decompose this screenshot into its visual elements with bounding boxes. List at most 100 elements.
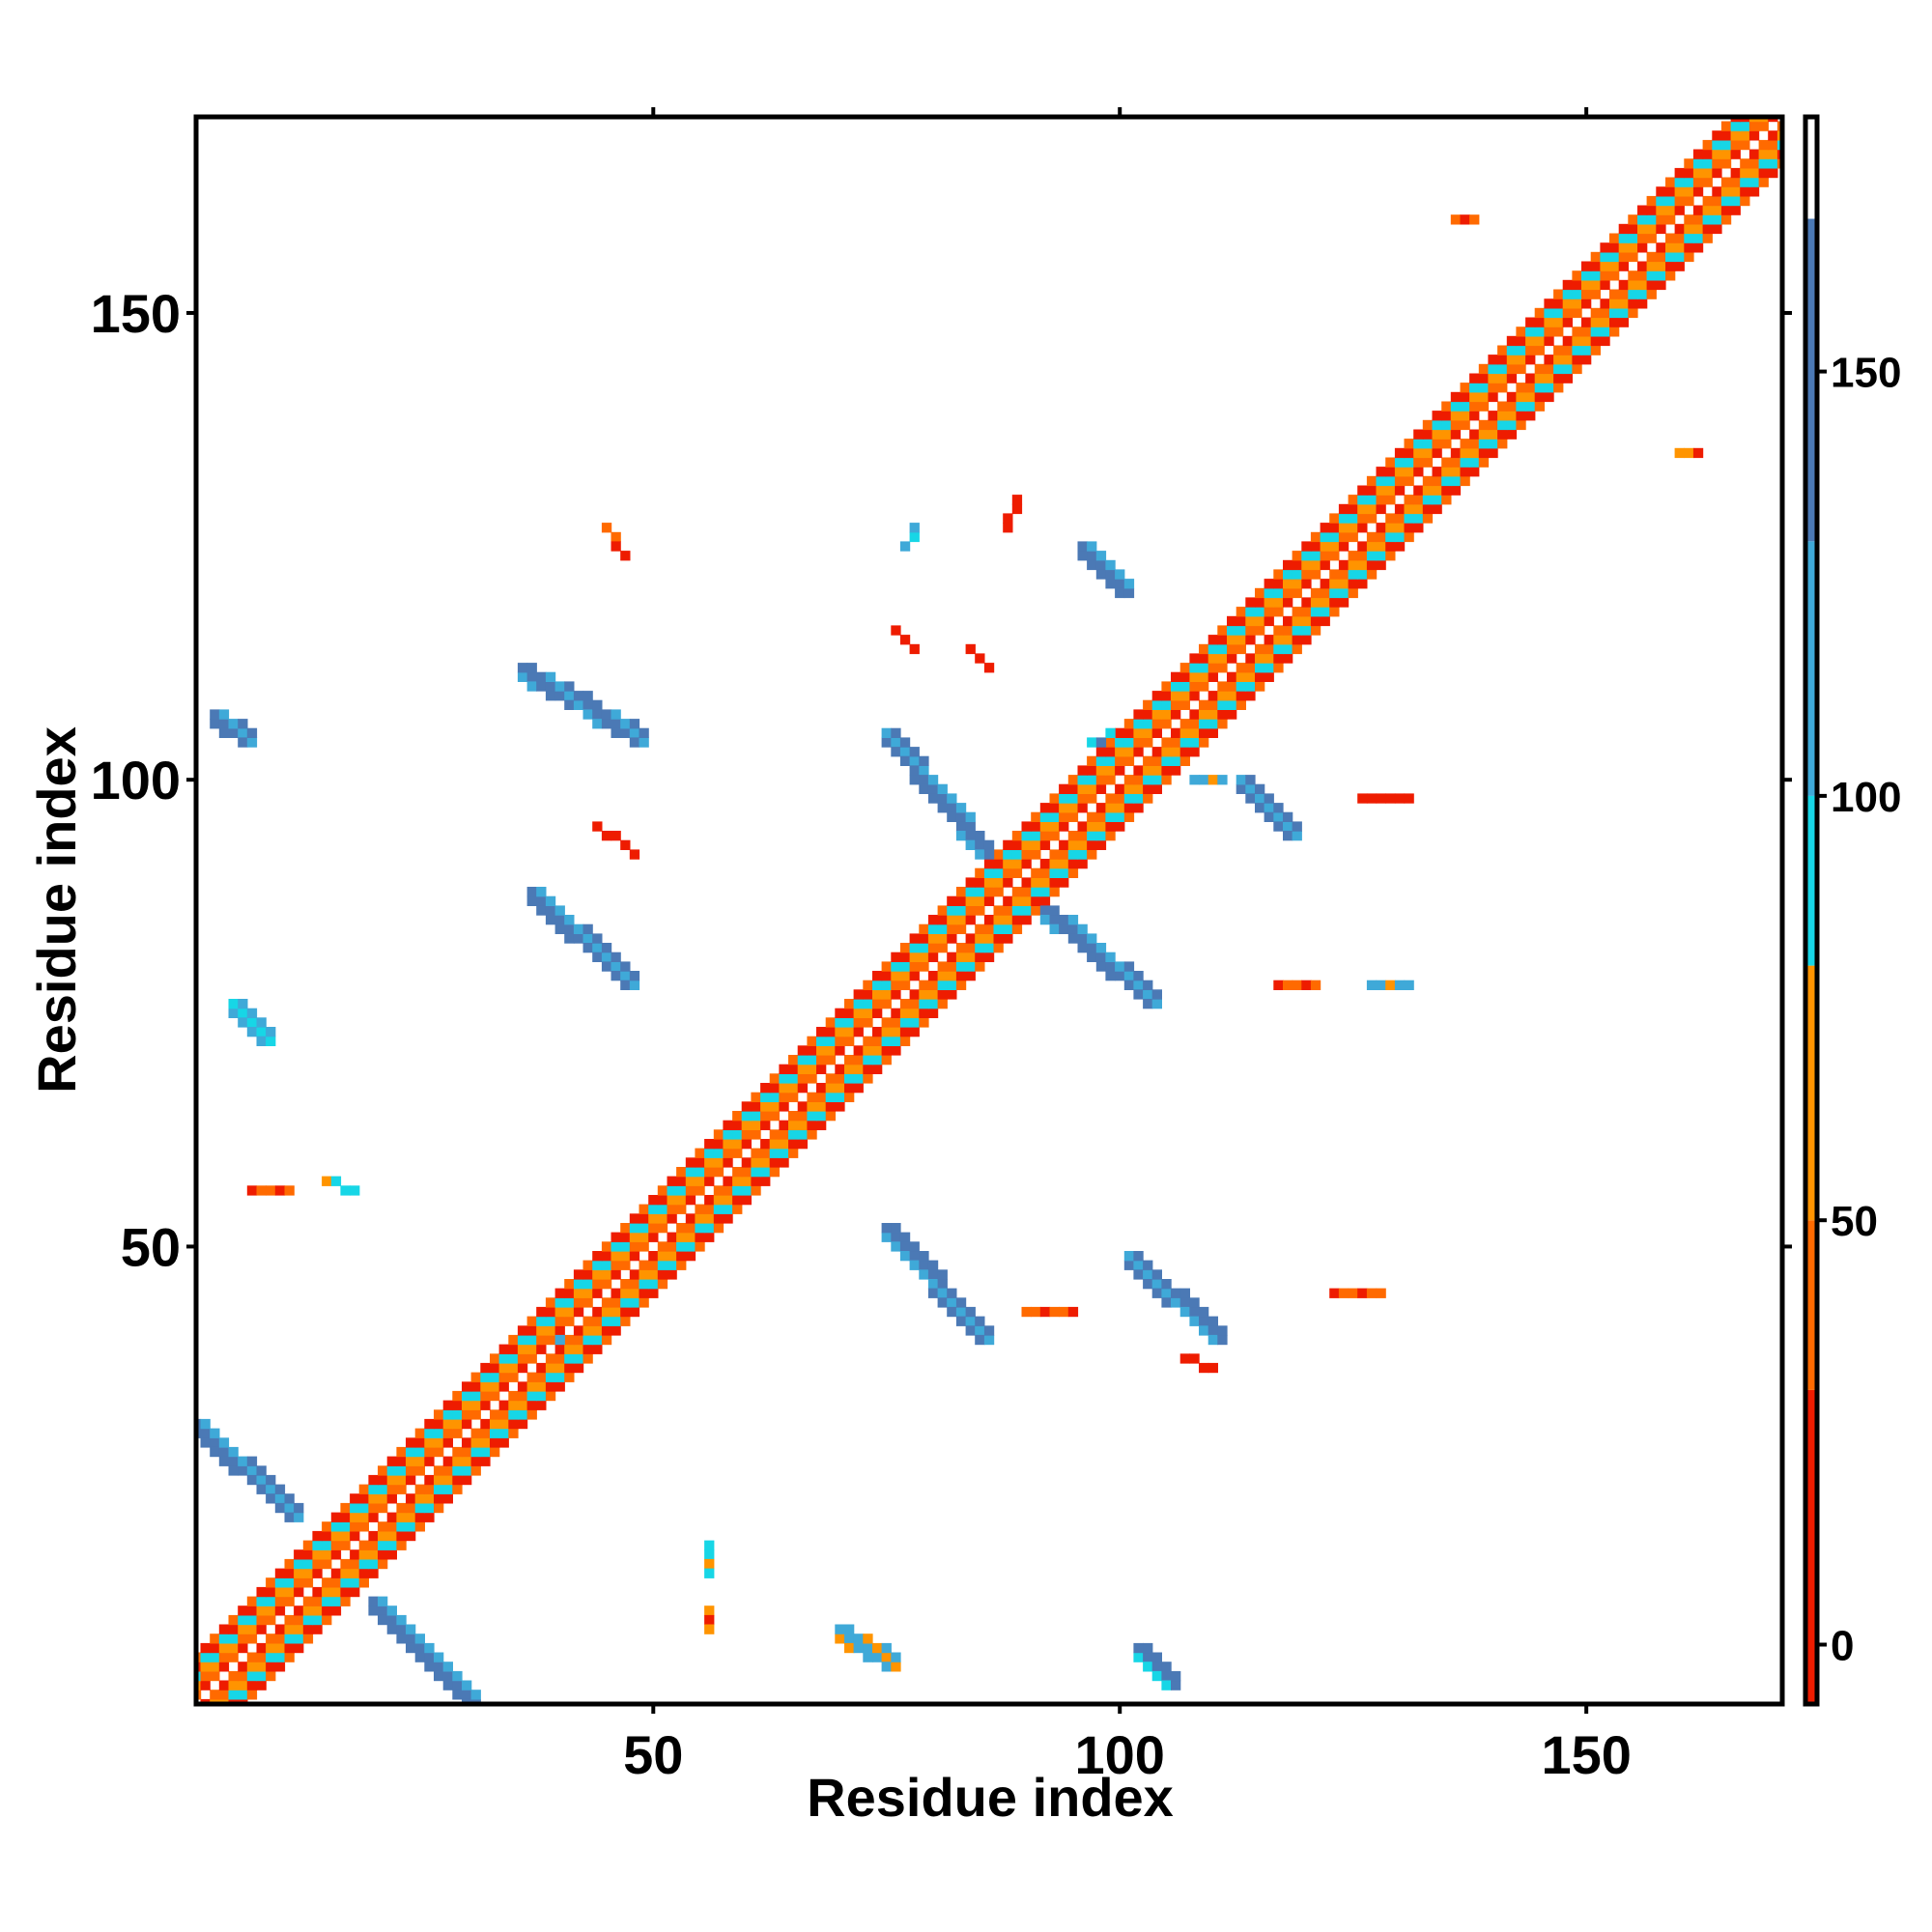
heatmap-cell bbox=[1572, 270, 1582, 281]
heatmap-cell bbox=[210, 1652, 220, 1662]
heatmap-cell bbox=[1385, 457, 1396, 468]
heatmap-cell bbox=[396, 1502, 407, 1514]
heatmap-cell bbox=[330, 1586, 342, 1598]
heatmap-cell bbox=[1329, 531, 1340, 543]
heatmap-cell bbox=[695, 1176, 705, 1186]
heatmap-cell bbox=[611, 719, 621, 729]
colorbar-tick-label: 0 bbox=[1831, 1622, 1854, 1669]
heatmap-cell bbox=[1217, 1325, 1228, 1336]
heatmap-cell bbox=[1748, 121, 1760, 131]
heatmap-cell bbox=[228, 1465, 239, 1476]
heatmap-cell bbox=[424, 1437, 435, 1448]
heatmap-cell bbox=[1087, 821, 1097, 832]
heatmap-cell bbox=[1758, 121, 1769, 131]
heatmap-cell bbox=[1292, 569, 1302, 580]
heatmap-cell bbox=[358, 1521, 369, 1532]
heatmap-cell bbox=[573, 1344, 584, 1354]
heatmap-cell bbox=[526, 1344, 537, 1354]
heatmap-cell bbox=[1692, 177, 1704, 187]
heatmap-cell bbox=[406, 1437, 416, 1448]
heatmap-cell bbox=[573, 699, 584, 710]
heatmap-cell bbox=[1292, 559, 1302, 571]
heatmap-cell bbox=[1011, 495, 1023, 505]
heatmap-cell bbox=[294, 1558, 304, 1570]
heatmap-cell bbox=[196, 1690, 202, 1700]
heatmap-cell bbox=[1105, 831, 1116, 841]
heatmap-cell bbox=[955, 905, 967, 916]
heatmap-cell bbox=[526, 681, 537, 692]
heatmap-cell bbox=[378, 1605, 388, 1616]
heatmap-cell bbox=[601, 1306, 612, 1318]
heatmap-cell bbox=[1581, 279, 1592, 291]
heatmap-cell bbox=[1730, 186, 1741, 197]
heatmap-cell bbox=[1292, 635, 1302, 645]
heatmap-cell bbox=[1460, 447, 1470, 459]
heatmap-cell bbox=[498, 1362, 509, 1374]
heatmap-cell bbox=[228, 1642, 239, 1654]
heatmap-cell bbox=[498, 1344, 509, 1354]
heatmap-cell bbox=[196, 1428, 202, 1438]
heatmap-cell bbox=[517, 1353, 528, 1364]
heatmap-cell bbox=[1143, 793, 1153, 804]
heatmap-cell bbox=[1292, 551, 1302, 561]
heatmap-cell bbox=[667, 1232, 677, 1242]
heatmap-cell bbox=[322, 1549, 332, 1560]
heatmap-cell bbox=[704, 1549, 715, 1560]
heatmap-cell bbox=[266, 1484, 276, 1494]
heatmap-cell bbox=[442, 1484, 453, 1494]
y-axis-ticks: 50 100 150 bbox=[91, 283, 1792, 1277]
heatmap-cell bbox=[582, 1316, 593, 1326]
heatmap-cell bbox=[1394, 475, 1406, 487]
heatmap-cell bbox=[1245, 681, 1256, 692]
heatmap-cell bbox=[545, 1297, 556, 1308]
heatmap-cell bbox=[358, 1493, 369, 1504]
heatmap-cell bbox=[1087, 559, 1097, 571]
heatmap-cell bbox=[713, 1195, 724, 1206]
heatmap-cell bbox=[1115, 569, 1125, 580]
heatmap-cell bbox=[1544, 383, 1554, 393]
heatmap-cell bbox=[1674, 186, 1685, 197]
heatmap-cell bbox=[1292, 607, 1302, 617]
heatmap-cell bbox=[1143, 1662, 1153, 1672]
heatmap-cell bbox=[825, 1083, 836, 1094]
heatmap-cell bbox=[1674, 251, 1685, 263]
heatmap-cell bbox=[1534, 373, 1545, 384]
heatmap-cell bbox=[1264, 793, 1274, 804]
heatmap-cell bbox=[1143, 727, 1153, 738]
heatmap-cell bbox=[919, 999, 929, 1009]
heatmap-cell bbox=[1394, 513, 1406, 524]
heatmap-cell bbox=[1478, 457, 1490, 468]
heatmap-cell bbox=[1123, 1260, 1135, 1270]
heatmap-cell bbox=[657, 1260, 668, 1270]
heatmap-cell bbox=[1245, 635, 1256, 645]
heatmap-cell bbox=[1217, 775, 1228, 785]
heatmap-cell bbox=[937, 905, 948, 916]
heatmap-cell bbox=[1039, 877, 1051, 888]
heatmap-cell bbox=[899, 737, 911, 748]
heatmap-cell bbox=[564, 1306, 575, 1318]
heatmap-cell bbox=[937, 943, 948, 953]
heatmap-cell bbox=[975, 933, 985, 944]
heatmap-cell bbox=[322, 1521, 332, 1532]
heatmap-cell bbox=[1039, 867, 1051, 878]
heatmap-cell bbox=[1450, 391, 1462, 403]
heatmap-cell bbox=[1338, 531, 1350, 543]
heatmap-cell bbox=[378, 1596, 388, 1606]
heatmap-cell bbox=[350, 1586, 360, 1598]
heatmap-cell bbox=[330, 1568, 342, 1578]
heatmap-cell bbox=[797, 1064, 808, 1074]
heatmap-cell bbox=[378, 1465, 388, 1476]
heatmap-cell bbox=[1776, 130, 1782, 141]
heatmap-cell bbox=[1609, 298, 1620, 309]
heatmap-cell bbox=[779, 1148, 789, 1158]
heatmap-cell bbox=[294, 1549, 304, 1560]
heatmap-cell bbox=[1618, 289, 1629, 299]
heatmap-cell bbox=[863, 1642, 873, 1654]
heatmap-cell bbox=[462, 1437, 472, 1448]
heatmap-cell bbox=[1310, 587, 1321, 599]
heatmap-cell bbox=[462, 1418, 472, 1430]
heatmap-cell bbox=[1450, 475, 1462, 487]
heatmap-cell bbox=[937, 1297, 948, 1308]
heatmap-cell bbox=[517, 671, 528, 682]
heatmap-cell bbox=[1730, 149, 1741, 159]
